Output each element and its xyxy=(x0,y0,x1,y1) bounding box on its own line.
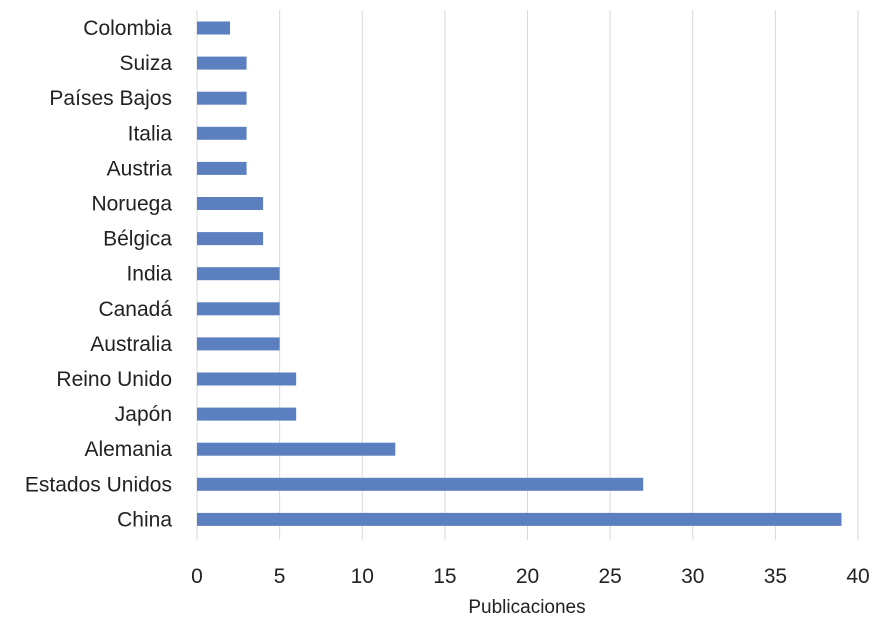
category-label: Colombia xyxy=(83,17,172,40)
x-tick-label: 10 xyxy=(351,565,374,588)
category-label: Noruega xyxy=(91,193,172,216)
category-label: Alemania xyxy=(84,438,172,461)
x-tick-label: 0 xyxy=(191,565,203,588)
x-tick-label: 15 xyxy=(433,565,456,588)
bar xyxy=(197,161,247,175)
category-label: Bélgica xyxy=(103,228,172,251)
category-label: Reino Unido xyxy=(56,368,172,391)
x-tick-label: 5 xyxy=(274,565,286,588)
bar xyxy=(197,442,396,456)
category-label: Australia xyxy=(90,333,172,356)
category-label: Canadá xyxy=(98,298,172,321)
category-labels: Colombia Suiza Países Bajos Italia Austria No… xyxy=(25,17,172,531)
bar xyxy=(197,197,264,210)
x-axis-title: Publicaciones xyxy=(468,597,585,618)
category-label: Suiza xyxy=(119,52,172,75)
x-tick-label: 30 xyxy=(681,565,704,588)
bar xyxy=(197,512,842,526)
bar xyxy=(197,302,280,316)
bar xyxy=(197,91,247,105)
bars xyxy=(197,21,842,526)
category-label: China xyxy=(117,508,172,531)
bar xyxy=(197,232,264,246)
bar xyxy=(197,21,231,35)
grid-lines xyxy=(196,10,859,540)
category-label: Países Bajos xyxy=(49,87,172,110)
bar xyxy=(197,337,280,351)
bar xyxy=(197,267,280,281)
bar xyxy=(197,56,247,70)
category-label: Estados Unidos xyxy=(25,473,172,496)
x-tick-label: 20 xyxy=(516,565,539,588)
category-label: Austria xyxy=(107,157,173,180)
x-tick-label: 35 xyxy=(764,565,787,588)
bar xyxy=(197,372,297,386)
category-label: Japón xyxy=(115,403,172,426)
bar xyxy=(197,477,644,491)
bar xyxy=(197,407,297,421)
x-tick-label: 40 xyxy=(846,565,869,588)
x-tick-labels: 0 5 10 15 20 25 30 35 40 xyxy=(191,565,870,588)
bar xyxy=(197,126,247,140)
category-label: Italia xyxy=(128,122,173,145)
category-label: India xyxy=(126,263,172,286)
x-tick-label: 25 xyxy=(598,565,621,588)
